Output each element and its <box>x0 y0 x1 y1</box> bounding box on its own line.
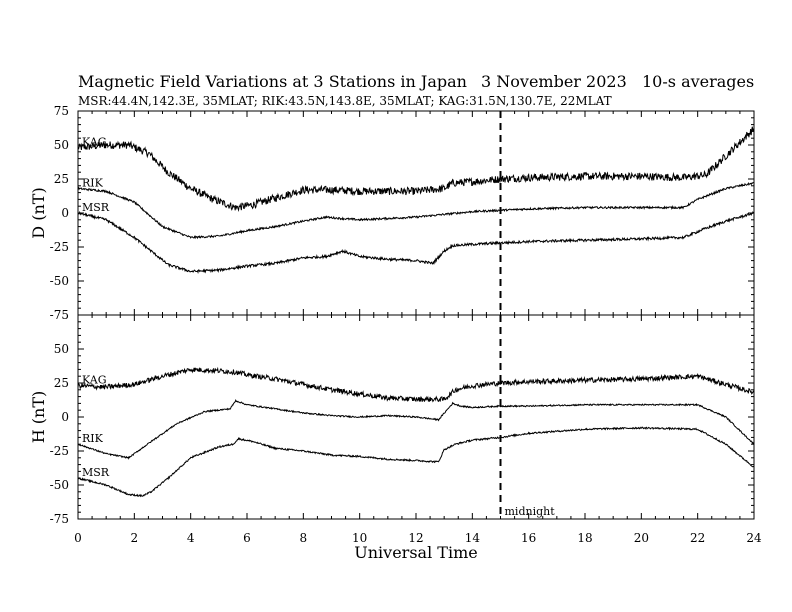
x-tick-label: 14 <box>465 531 481 545</box>
y-tick-label: -50 <box>50 478 69 492</box>
x-tick-label: 18 <box>577 531 592 545</box>
y-tick-label: -25 <box>50 240 69 254</box>
series-label-rik: RIK <box>82 177 104 190</box>
chart-date: 3 November 2023 <box>481 72 627 91</box>
chart-averaging: 10-s averages <box>642 72 755 91</box>
y-tick-label: -75 <box>50 308 69 322</box>
series-line-rik-d <box>77 182 755 240</box>
series-label-rik: RIK <box>82 432 104 445</box>
x-tick-label: 22 <box>690 531 705 545</box>
series-line-rik-h <box>77 399 755 460</box>
y-tick-label: 75 <box>54 104 69 118</box>
series-label-kag: KAG <box>82 136 107 149</box>
chart-subtitle: MSR:44.4N,142.3E, 35MLAT; RIK:43.5N,143.… <box>78 94 612 108</box>
y-tick-label: 0 <box>61 410 69 424</box>
y-tick-label: 50 <box>54 138 69 152</box>
x-tick-label: 6 <box>243 531 251 545</box>
series-line-msr-d <box>77 210 755 275</box>
series-label-msr: MSR <box>82 466 110 479</box>
y-tick-label: 25 <box>54 376 69 390</box>
midnight-label: midnight <box>505 505 556 518</box>
x-tick-label: 16 <box>521 531 536 545</box>
y-tick-label: 25 <box>54 172 69 186</box>
chart-title: Magnetic Field Variations at 3 Stations … <box>78 72 467 91</box>
series-line-kag-d <box>77 126 755 212</box>
x-axis-label: Universal Time <box>354 543 477 562</box>
y-axis-label: D (nT) <box>29 187 48 238</box>
x-tick-label: 0 <box>74 531 82 545</box>
y-tick-label: -25 <box>50 444 69 458</box>
y-tick-label: 50 <box>54 342 69 356</box>
x-tick-label: 4 <box>187 531 195 545</box>
series-label-msr: MSR <box>82 201 110 214</box>
series-line-kag-h <box>77 366 755 403</box>
x-tick-label: 20 <box>634 531 649 545</box>
x-tick-label: 24 <box>746 531 762 545</box>
y-axis-label: H (nT) <box>29 391 48 444</box>
series-line-msr-h <box>77 426 755 498</box>
x-tick-label: 12 <box>408 531 423 545</box>
y-tick-label: 0 <box>61 206 69 220</box>
x-tick-label: 10 <box>352 531 367 545</box>
y-tick-label: -75 <box>50 512 69 526</box>
y-tick-label: -50 <box>50 274 69 288</box>
x-tick-label: 8 <box>300 531 308 545</box>
series-label-kag: KAG <box>82 374 107 387</box>
panel-frame <box>77 110 755 316</box>
x-tick-label: 2 <box>131 531 139 545</box>
